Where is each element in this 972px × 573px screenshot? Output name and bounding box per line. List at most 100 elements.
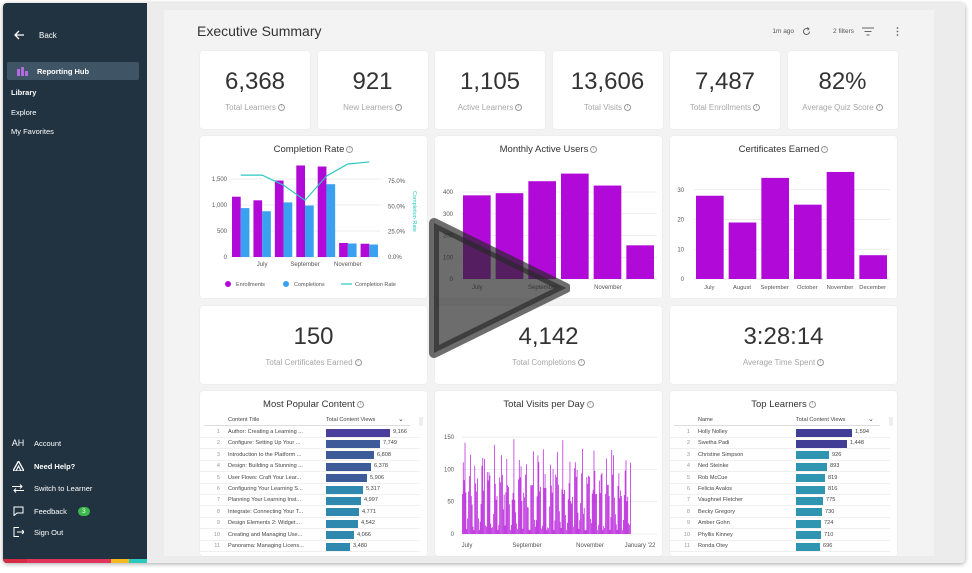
visits-bar[interactable] [574,468,575,534]
visits-bar[interactable] [554,520,556,534]
info-icon[interactable]: i [586,400,594,408]
visits-bar[interactable] [482,457,484,534]
visits-bar[interactable] [474,465,476,534]
visits-bar[interactable] [625,460,627,534]
visits-bar[interactable] [623,495,625,534]
visits-bar[interactable] [470,454,471,534]
visits-bar[interactable] [586,477,588,534]
info-icon[interactable]: i [277,104,285,112]
visits-bar[interactable] [486,472,488,534]
visits-bar[interactable] [520,466,522,534]
refresh-icon[interactable] [802,27,811,36]
visits-bar[interactable] [542,449,544,534]
visits-bar[interactable] [555,474,557,534]
visits-bar[interactable] [478,518,479,534]
table-row[interactable]: 3 Christine Simpson 926 [670,450,890,461]
visits-bar[interactable] [512,492,514,534]
visits-bar[interactable] [462,462,464,534]
visits-bar[interactable] [600,474,602,534]
visits-bar[interactable] [503,494,505,534]
visits-bar[interactable] [524,497,525,534]
visits-bar[interactable] [597,530,598,534]
completions-bar[interactable] [369,244,378,257]
table-row[interactable]: 7 Planning Your Learning Inst... 4,997 [200,495,420,507]
visits-bar[interactable] [495,499,497,534]
visits-bar[interactable] [599,493,601,534]
visits-bar[interactable] [628,523,629,534]
visits-bar[interactable] [579,520,581,534]
visits-bar[interactable] [626,501,628,534]
visits-bar[interactable] [467,518,469,534]
visits-bar[interactable] [588,475,589,534]
visits-bar[interactable] [621,496,622,534]
visits-bar[interactable] [582,448,583,534]
info-icon[interactable]: i [817,359,825,367]
filter-icon[interactable] [862,27,874,36]
visits-bar[interactable] [498,525,500,534]
filters-count[interactable]: 2 filters [833,28,854,35]
visits-bar[interactable] [499,477,501,534]
visits-bar[interactable] [571,503,573,534]
visits-bar[interactable] [518,459,520,534]
info-icon[interactable]: i [356,400,364,408]
visits-bar[interactable] [558,484,559,534]
visits-bar[interactable] [575,476,577,534]
table-row[interactable]: 7 Vaughnel Fletcher 775 [670,495,890,507]
enrollments-bar[interactable] [232,196,241,257]
visits-bar[interactable] [489,475,491,534]
visits-bar[interactable] [580,503,581,534]
visits-bar[interactable] [606,484,608,534]
table-row[interactable]: 4 Ned Steinke 893 [670,461,890,473]
table-row[interactable]: 9 Amber Gohn 724 [670,518,890,530]
enrollments-bar[interactable] [253,200,263,257]
visits-bar[interactable] [551,492,553,534]
visits-bar[interactable] [583,507,585,534]
visits-bar[interactable] [622,530,623,534]
table-row[interactable]: 11 Panorama: Managing Licens... 3,480 [200,541,420,552]
visits-bar[interactable] [513,439,515,534]
visits-bar[interactable] [494,483,496,534]
visits-bar[interactable] [466,529,468,534]
visits-bar[interactable] [481,465,483,534]
visits-bar[interactable] [486,526,487,534]
table-row[interactable]: 1 Author: Creating a Learning ... 9,166 [200,427,420,438]
visits-bar[interactable] [523,492,525,534]
back-link[interactable]: Back [13,29,57,41]
visits-bar[interactable] [590,523,592,534]
visits-bar[interactable] [502,474,503,534]
visits-bar[interactable] [581,473,582,534]
enrollments-bar[interactable] [317,166,327,257]
visits-bar[interactable] [470,496,472,534]
sort-chevron-icon[interactable]: ⌄ [868,416,874,423]
visits-bar[interactable] [566,530,567,534]
visits-bar[interactable] [527,507,529,534]
visits-bar[interactable] [475,483,477,534]
visits-bar[interactable] [559,521,561,534]
table-row[interactable]: 6 Felicia Avalos 816 [670,484,890,495]
visits-bar[interactable] [463,480,465,534]
info-icon[interactable]: i [515,104,523,112]
visits-bar[interactable] [468,491,469,534]
visits-bar[interactable] [534,526,536,534]
visits-bar[interactable] [556,477,557,534]
enrollments-bar[interactable] [339,242,348,257]
table-row[interactable]: 5 Rob McCue 819 [670,473,890,484]
visits-bar[interactable] [492,527,493,534]
visits-bar[interactable] [557,452,558,534]
more-vertical-icon[interactable] [896,27,899,36]
active-users-bar[interactable] [561,173,589,279]
visits-bar[interactable] [548,528,549,534]
visits-bar[interactable] [596,493,597,534]
visits-bar[interactable] [558,511,560,534]
sidebar-item-library[interactable]: Library [11,88,37,97]
enrollments-bar[interactable] [360,243,370,257]
visits-bar[interactable] [561,489,563,534]
visits-bar[interactable] [610,517,612,534]
visits-bar[interactable] [515,512,517,534]
visits-bar[interactable] [618,473,620,534]
visits-bar[interactable] [500,482,501,534]
visits-bar[interactable] [501,455,502,534]
visits-bar[interactable] [506,458,508,534]
visits-bar[interactable] [569,461,571,534]
visits-bar[interactable] [560,527,562,534]
